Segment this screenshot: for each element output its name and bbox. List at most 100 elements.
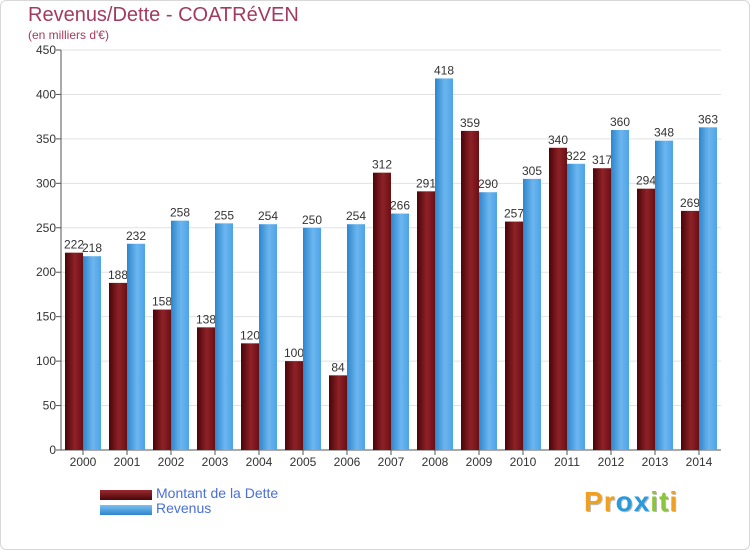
bar-dette-2013 <box>637 188 655 450</box>
legend-label-dette: Montant de la Dette <box>156 485 279 501</box>
data-label-revenus-2005: 250 <box>302 213 322 227</box>
bar-dette-2011 <box>549 147 567 450</box>
data-label-dette-2014: 269 <box>680 196 700 210</box>
data-label-dette-2007: 312 <box>372 158 392 172</box>
chart-subtitle: (en milliers d'€) <box>28 28 109 42</box>
bar-dette-2004 <box>241 343 259 450</box>
x-tick-label-2013: 2013 <box>642 455 669 469</box>
bar-dette-2008 <box>417 191 435 451</box>
data-label-revenus-2014: 363 <box>698 112 718 126</box>
x-tick-label-2002: 2002 <box>158 455 185 469</box>
data-label-dette-2004: 120 <box>240 328 260 342</box>
bar-revenus-2007 <box>391 213 409 450</box>
bar-revenus-2006 <box>347 224 365 450</box>
bar-revenus-2013 <box>655 140 673 450</box>
y-tick-label-400: 400 <box>36 87 56 101</box>
x-tick-label-2012: 2012 <box>598 455 625 469</box>
bar-revenus-2009 <box>479 192 497 450</box>
legend-label-revenus: Revenus <box>156 500 212 516</box>
data-label-dette-2011: 340 <box>548 133 568 147</box>
logo-letter: t <box>659 486 670 517</box>
bar-revenus-2005 <box>303 227 321 450</box>
data-label-revenus-2009: 290 <box>478 177 498 191</box>
x-tick-label-2006: 2006 <box>334 455 361 469</box>
data-label-revenus-2008: 418 <box>434 63 454 77</box>
data-label-revenus-2006: 254 <box>346 209 366 223</box>
bar-dette-2010 <box>505 221 523 450</box>
data-label-revenus-2004: 254 <box>258 209 278 223</box>
x-tick-label-2007: 2007 <box>378 455 405 469</box>
data-label-dette-2000: 222 <box>64 238 84 252</box>
data-label-dette-2002: 158 <box>152 295 172 309</box>
bar-dette-2005 <box>285 361 303 450</box>
x-tick-label-2008: 2008 <box>422 455 449 469</box>
data-label-revenus-2013: 348 <box>654 126 674 140</box>
logo-letter: i <box>650 486 660 517</box>
x-tick-label-2009: 2009 <box>466 455 493 469</box>
bar-revenus-2003 <box>215 223 233 450</box>
bar-revenus-2000 <box>83 256 101 450</box>
logo-letter: x <box>633 486 651 517</box>
data-label-dette-2012: 317 <box>592 153 612 167</box>
legend-swatch-revenus <box>100 505 152 515</box>
bar-dette-2014 <box>681 210 699 450</box>
data-label-dette-2006: 84 <box>331 360 345 374</box>
data-label-revenus-2001: 232 <box>126 229 146 243</box>
bar-revenus-2004 <box>259 224 277 450</box>
x-tick-label-2010: 2010 <box>510 455 537 469</box>
bar-dette-2006 <box>329 375 347 450</box>
data-label-revenus-2007: 266 <box>390 199 410 213</box>
logo-letter: P <box>584 486 604 517</box>
bar-revenus-2010 <box>523 178 541 450</box>
y-tick-label-450: 450 <box>36 43 56 57</box>
x-tick-label-2011: 2011 <box>554 455 580 469</box>
y-tick-label-100: 100 <box>36 354 56 368</box>
data-label-revenus-2003: 255 <box>214 208 234 222</box>
data-label-revenus-2000: 218 <box>82 241 102 255</box>
bar-dette-2009 <box>461 130 479 450</box>
bar-dette-2000 <box>65 252 83 450</box>
bar-dette-2002 <box>153 309 171 450</box>
data-label-dette-2005: 100 <box>284 346 304 360</box>
y-tick-label-350: 350 <box>36 132 56 146</box>
x-tick-label-2005: 2005 <box>290 455 317 469</box>
bar-revenus-2008 <box>435 78 453 450</box>
x-tick-label-2004: 2004 <box>246 455 273 469</box>
data-label-dette-2009: 359 <box>460 116 480 130</box>
y-tick-label-250: 250 <box>36 221 56 235</box>
chart-title: Revenus/Dette - COATRéVEN <box>28 4 299 26</box>
proxiti-logo: Proxiti <box>584 486 678 518</box>
data-label-revenus-2011: 322 <box>566 149 586 163</box>
bar-revenus-2001 <box>127 243 145 450</box>
bar-revenus-2002 <box>171 220 189 450</box>
bar-revenus-2014 <box>699 127 717 450</box>
x-tick-label-2003: 2003 <box>202 455 229 469</box>
y-tick-label-150: 150 <box>36 310 56 324</box>
data-label-dette-2013: 294 <box>636 174 656 188</box>
bar-dette-2001 <box>109 282 127 450</box>
y-tick-label-50: 50 <box>43 399 57 413</box>
y-tick-label-0: 0 <box>49 443 56 457</box>
data-label-revenus-2002: 258 <box>170 206 190 220</box>
data-label-dette-2008: 291 <box>416 176 436 190</box>
logo-letter: o <box>615 486 634 517</box>
bar-revenus-2011 <box>567 163 585 450</box>
y-tick-label-300: 300 <box>36 176 56 190</box>
bar-dette-2007 <box>373 172 391 450</box>
logo-letter: r <box>603 486 616 517</box>
bar-revenus-2012 <box>611 130 629 450</box>
legend-swatch-dette <box>100 490 152 500</box>
x-tick-label-2014: 2014 <box>686 455 713 469</box>
logo-letter: i <box>669 486 679 517</box>
bar-dette-2012 <box>593 168 611 450</box>
data-label-dette-2003: 138 <box>196 312 216 326</box>
data-label-dette-2010: 257 <box>504 207 524 221</box>
bar-dette-2003 <box>197 327 215 450</box>
x-tick-label-2000: 2000 <box>70 455 97 469</box>
data-label-revenus-2010: 305 <box>522 164 542 178</box>
data-label-revenus-2012: 360 <box>610 115 630 129</box>
data-label-dette-2001: 188 <box>108 268 128 282</box>
y-tick-label-200: 200 <box>36 265 56 279</box>
x-tick-label-2001: 2001 <box>114 455 141 469</box>
